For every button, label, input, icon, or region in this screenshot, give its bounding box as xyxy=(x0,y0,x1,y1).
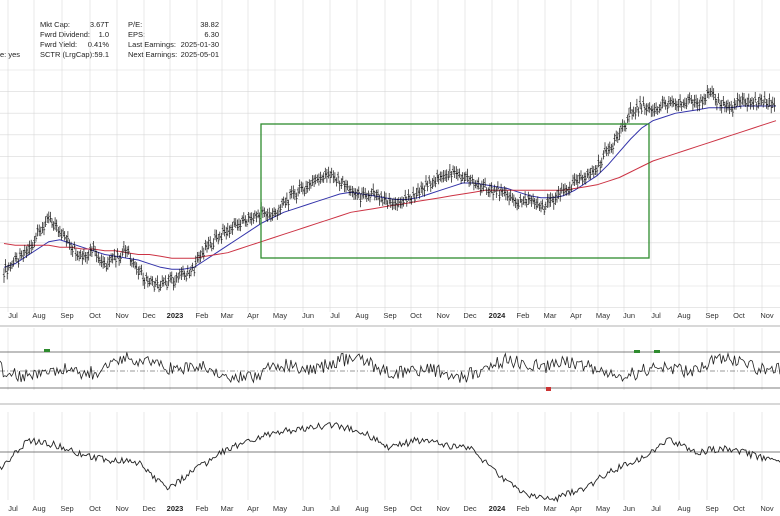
axis-tick-label: Sep xyxy=(383,311,396,320)
axis-tick-label: Aug xyxy=(32,504,45,513)
info-eps-label: EPS: xyxy=(128,30,145,39)
axis-tick-label: Nov xyxy=(115,311,129,320)
axis-tick-label: Dec xyxy=(463,504,477,513)
info-sctr-label: SCTR (LrgCap): xyxy=(40,50,94,59)
axis-tick-label: Jul xyxy=(8,311,18,320)
axis-tick-label: Sep xyxy=(60,311,73,320)
axis-tick-label: Dec xyxy=(142,504,156,513)
info-pe-label: P/E: xyxy=(128,20,142,29)
grid-layer xyxy=(0,0,780,500)
axis-tick-label: Mar xyxy=(544,504,557,513)
axis-tick-label: Nov xyxy=(760,311,774,320)
axis-tick-label: Feb xyxy=(517,504,530,513)
axis-tick-label: Apr xyxy=(570,504,582,513)
axis-tick-label: Sep xyxy=(705,504,718,513)
axis-tick-label: Oct xyxy=(733,504,746,513)
ma-50-line xyxy=(3,105,776,270)
axis-tick-label: Oct xyxy=(733,311,746,320)
overbought-fill xyxy=(654,350,660,353)
oscillator-1-line xyxy=(0,352,780,384)
info-dividend-label: Fwrd Dividend: xyxy=(40,30,90,39)
axis-tick-label: Apr xyxy=(570,311,582,320)
axis-tick-label: May xyxy=(596,311,610,320)
oscillator-1-panel xyxy=(0,349,780,391)
axis-tick-label: Nov xyxy=(436,504,450,513)
ma-200-line xyxy=(3,120,777,259)
axis-tick-label: Jul xyxy=(8,504,18,513)
info-partial-label: e: yes xyxy=(0,50,20,59)
axis-tick-label: Mar xyxy=(221,311,234,320)
axis-tick-label: Oct xyxy=(89,504,102,513)
oversold-fill xyxy=(546,387,551,391)
axis-tick-label: Apr xyxy=(247,311,259,320)
axis-tick-label: Nov xyxy=(115,504,129,513)
axis-tick-label: May xyxy=(273,504,287,513)
axis-tick-label: 2024 xyxy=(489,311,507,320)
axis-tick-label: 2023 xyxy=(167,311,184,320)
axis-tick-label: Jul xyxy=(330,311,340,320)
consolidation-box xyxy=(260,123,650,259)
info-yield-label: Fwrd Yield: xyxy=(40,40,77,49)
axis-tick-label: 2023 xyxy=(167,504,184,513)
axis-tick-label: May xyxy=(273,311,287,320)
axis-tick-label: May xyxy=(596,504,610,513)
info-next-earnings-value: 2025-05-01 xyxy=(181,50,219,59)
axis-tick-label: Apr xyxy=(247,504,259,513)
oscillator-2-line xyxy=(0,422,780,503)
axis-tick-label: Oct xyxy=(410,504,423,513)
info-mktcap-label: Mkt Cap: xyxy=(40,20,70,29)
info-last-earnings-label: Last Earnings: xyxy=(128,40,176,49)
axis-tick-label: Feb xyxy=(196,311,209,320)
axis-tick-label: Aug xyxy=(677,504,690,513)
axis-tick-label: Aug xyxy=(32,311,45,320)
axis-tick-label: Mar xyxy=(221,504,234,513)
axis-tick-label: Feb xyxy=(517,311,530,320)
info-last-earnings-value: 2025-01-30 xyxy=(181,40,219,49)
axis-tick-label: Aug xyxy=(355,311,368,320)
axis-tick-label: Nov xyxy=(760,504,774,513)
highlight-box-layer xyxy=(260,123,650,259)
axis-tick-label: Oct xyxy=(410,311,423,320)
axis-tick-label: Mar xyxy=(544,311,557,320)
price-panel xyxy=(2,85,777,293)
info-pe-value: 38.82 xyxy=(200,20,219,29)
overbought-fill xyxy=(634,350,640,353)
axis-tick-label: Oct xyxy=(89,311,102,320)
info-next-earnings-label: Next Earnings: xyxy=(128,50,177,59)
info-mktcap-value: 3.67T xyxy=(90,20,110,29)
axis-tick-label: Aug xyxy=(677,311,690,320)
axis-tick-label: Aug xyxy=(355,504,368,513)
axis-tick-label: Jul xyxy=(651,504,661,513)
axis-tick-label: Jul xyxy=(651,311,661,320)
info-yield-value: 0.41% xyxy=(88,40,110,49)
overbought-fill xyxy=(44,349,50,352)
axis-tick-label: Sep xyxy=(60,504,73,513)
axis-tick-label: Dec xyxy=(463,311,477,320)
axis-tick-label: Jun xyxy=(302,504,314,513)
info-panel: e: yes Mkt Cap: 3.67T Fwrd Dividend: 1.0… xyxy=(0,0,236,62)
oscillator-2-panel xyxy=(0,422,780,503)
axis-tick-label: Sep xyxy=(705,311,718,320)
info-sctr-value: 59.1 xyxy=(94,50,109,59)
axis-tick-label: Jul xyxy=(330,504,340,513)
axis-tick-label: Feb xyxy=(196,504,209,513)
axis-tick-label: 2024 xyxy=(489,504,507,513)
axis-tick-label: Sep xyxy=(383,504,396,513)
info-dividend-value: 1.0 xyxy=(99,30,109,39)
axis-tick-label: Jun xyxy=(302,311,314,320)
axis-tick-label: Dec xyxy=(142,311,156,320)
axis-tick-label: Jun xyxy=(623,311,635,320)
axis-tick-label: Jun xyxy=(623,504,635,513)
info-eps-value: 6.30 xyxy=(204,30,219,39)
axis-tick-label: Nov xyxy=(436,311,450,320)
date-axis-layer: Jul Jul Aug Aug Sep Sep Oct Oct Nov Nov Dec Dec 2023… xyxy=(8,311,774,513)
